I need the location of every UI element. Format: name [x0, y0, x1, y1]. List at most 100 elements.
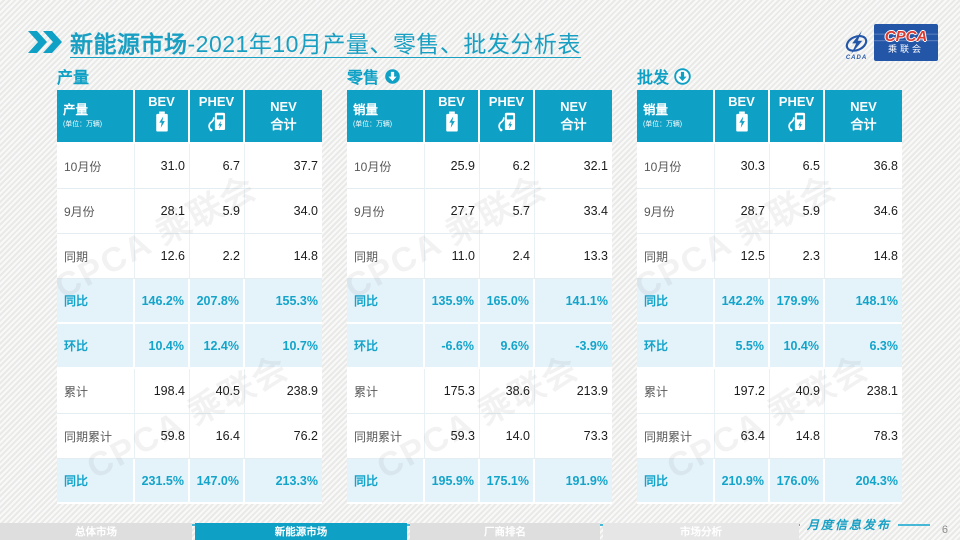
corner-header: 产量 (单位：万辆): [57, 90, 135, 144]
row-label: 9月份: [347, 189, 425, 234]
cpca-logo: CADA CPCA 乘联会: [843, 23, 938, 61]
cell-value: 9.6%: [480, 324, 535, 369]
corner-unit: (单位：万辆): [63, 119, 103, 128]
table-row: 环比 10.4% 12.4% 10.7%: [57, 324, 322, 369]
nev-label: NEV 合计: [850, 99, 877, 132]
section-title: 批发: [637, 70, 670, 87]
table-row: 9月份 27.7 5.7 33.4: [347, 189, 612, 234]
cell-value: 2.2: [190, 234, 245, 279]
tab-3[interactable]: 厂商排名: [410, 523, 600, 540]
double-chevron-icon: [28, 31, 62, 53]
row-label: 累计: [57, 369, 135, 414]
cell-value: -3.9%: [535, 324, 612, 369]
table-row: 同比 195.9% 175.1% 191.9%: [347, 459, 612, 504]
row-label: 10月份: [637, 144, 715, 189]
table-wrapper: CPCA 乘联会 CPCA 乘联会 销量 (单位：万辆) BEV: [347, 90, 612, 504]
corner-unit: (单位：万辆): [353, 119, 393, 128]
cell-value: 210.9%: [715, 459, 770, 504]
phev-column-header: PHEV: [190, 90, 245, 144]
divider-line-short: [898, 523, 930, 526]
cell-value: 34.6: [825, 189, 902, 234]
table-row: 同期累计 59.3 14.0 73.3: [347, 414, 612, 459]
phev-label: PHEV: [198, 94, 235, 110]
tab-2[interactable]: 新能源市场: [195, 523, 407, 540]
cell-value: 142.2%: [715, 279, 770, 324]
cell-value: 231.5%: [135, 459, 190, 504]
cell-value: 11.0: [425, 234, 480, 279]
title-bar: 新能源市场-2021年10月产量、零售、批发分析表 CADA CPCA 乘联会: [28, 20, 938, 64]
cell-value: 14.8: [245, 234, 322, 279]
cell-value: 135.9%: [425, 279, 480, 324]
cell-value: 34.0: [245, 189, 322, 234]
bev-label: BEV: [438, 94, 465, 110]
battery-icon: [445, 111, 458, 132]
cell-value: 155.3%: [245, 279, 322, 324]
section-title: 零售: [347, 70, 380, 87]
row-label: 环比: [57, 324, 135, 369]
cell-value: 10.4%: [135, 324, 190, 369]
bev-label: BEV: [148, 94, 175, 110]
corner-header: 销量 (单位：万辆): [347, 90, 425, 144]
cell-value: 198.4: [135, 369, 190, 414]
cell-value: 6.7: [190, 144, 245, 189]
table-section: 零售 CPCA 乘联会 CPCA 乘联会 销量 (单位：万辆): [347, 62, 612, 504]
circle-down-arrow-icon: [384, 68, 401, 85]
table-row: 10月份 30.3 6.5 36.8: [637, 144, 902, 189]
cell-value: 175.1%: [480, 459, 535, 504]
table-row: 同期累计 63.4 14.8 78.3: [637, 414, 902, 459]
tables-area: 产量 CPCA 乘联会 CPCA 乘联会 产量 (单位：万辆): [57, 62, 902, 504]
row-label: 同期累计: [637, 414, 715, 459]
table-body: 10月份 30.3 6.5 36.8 9月份 28.7 5.9 34.6 同期 12.5 2.3 14…: [637, 144, 902, 504]
cell-value: -6.6%: [425, 324, 480, 369]
table-body: 10月份 31.0 6.7 37.7 9月份 28.1 5.9 34.0 同期 12.6 2.2 14…: [57, 144, 322, 504]
corner-label: 销量: [353, 103, 379, 117]
table-row: 同期 12.6 2.2 14.8: [57, 234, 322, 279]
row-label: 累计: [637, 369, 715, 414]
table-row: 累计 197.2 40.9 238.1: [637, 369, 902, 414]
nev-label: NEV 合计: [560, 99, 587, 132]
row-label: 9月份: [57, 189, 135, 234]
row-label: 环比: [347, 324, 425, 369]
table-row: 同期 11.0 2.4 13.3: [347, 234, 612, 279]
row-label: 同期: [347, 234, 425, 279]
cell-value: 175.3: [425, 369, 480, 414]
cell-value: 40.9: [770, 369, 825, 414]
header-row: 销量 (单位：万辆) BEV PHEV: [347, 90, 612, 144]
cell-value: 5.5%: [715, 324, 770, 369]
nev-column-header: NEV 合计: [535, 90, 612, 144]
cell-value: 73.3: [535, 414, 612, 459]
row-label: 10月份: [347, 144, 425, 189]
section-tabs: 总体市场 新能源市场 厂商排名 市场分析: [0, 523, 799, 540]
cell-value: 25.9: [425, 144, 480, 189]
cell-value: 165.0%: [480, 279, 535, 324]
cell-value: 204.3%: [825, 459, 902, 504]
cell-value: 38.6: [480, 369, 535, 414]
battery-icon: [735, 111, 748, 132]
cell-value: 213.9: [535, 369, 612, 414]
cell-value: 28.7: [715, 189, 770, 234]
table-row: 同比 231.5% 147.0% 213.3%: [57, 459, 322, 504]
cell-value: 238.9: [245, 369, 322, 414]
title-bold-part: 新能源市场: [70, 31, 188, 57]
section-title: 产量: [57, 70, 90, 87]
section-header: 批发: [637, 62, 902, 90]
swoosh-caption: CADA: [845, 54, 868, 61]
tab-1[interactable]: 总体市场: [0, 523, 192, 540]
charging-pump-icon: [498, 112, 516, 132]
phev-column-header: PHEV: [480, 90, 535, 144]
page-number: 6: [941, 524, 948, 536]
table-body: 10月份 25.9 6.2 32.1 9月份 27.7 5.7 33.4 同期 11.0 2.4 13…: [347, 144, 612, 504]
charging-pump-icon: [208, 112, 226, 132]
table-section: 产量 CPCA 乘联会 CPCA 乘联会 产量 (单位：万辆): [57, 62, 322, 504]
phev-label: PHEV: [778, 94, 815, 110]
tab-4[interactable]: 市场分析: [603, 523, 799, 540]
cell-value: 13.3: [535, 234, 612, 279]
cell-value: 14.8: [770, 414, 825, 459]
row-label: 同期累计: [347, 414, 425, 459]
battery-icon: [155, 111, 168, 132]
table-row: 同比 210.9% 176.0% 204.3%: [637, 459, 902, 504]
table-row: 环比 -6.6% 9.6% -3.9%: [347, 324, 612, 369]
table-section: 批发 CPCA 乘联会 CPCA 乘联会 销量 (单位：万辆): [637, 62, 902, 504]
data-table: 产量 (单位：万辆) BEV PHEV: [57, 90, 322, 504]
cell-value: 31.0: [135, 144, 190, 189]
